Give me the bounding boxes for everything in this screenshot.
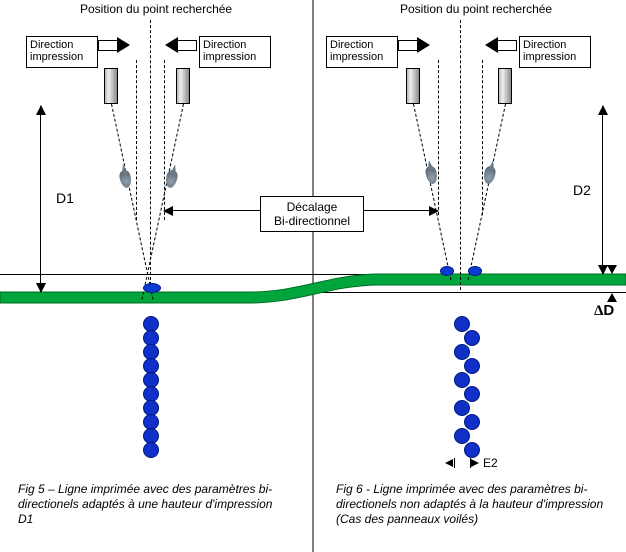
- caption-left: Fig 5 – Ligne imprimée avec des paramètr…: [18, 482, 288, 527]
- direction-label: Direction: [203, 39, 246, 51]
- direction-box-left-a: Direction impression: [26, 36, 98, 68]
- decalage-arrow-right: [362, 210, 438, 211]
- top-title-left: Position du point recherchée: [80, 2, 232, 16]
- direction-label: impression: [330, 51, 383, 63]
- arrow-left-icon: [163, 37, 197, 54]
- direction-box-left-b: Direction impression: [199, 36, 271, 68]
- decalage-box: Décalage Bi-directionnel: [260, 196, 364, 232]
- e2-arrow-icon: [445, 459, 453, 467]
- dimension-d2: [602, 106, 603, 274]
- guide-line: [136, 60, 137, 220]
- trajectory-line: [413, 104, 451, 280]
- printhead-icon: [176, 68, 190, 104]
- arrow-right-icon: [98, 37, 132, 54]
- baseline-right: [0, 274, 626, 275]
- printhead-icon: [104, 68, 118, 104]
- d1-label: D1: [56, 190, 74, 206]
- d2-label: D2: [573, 182, 591, 198]
- guide-line: [150, 20, 151, 290]
- direction-box-right-a: Direction impression: [326, 36, 398, 68]
- guide-line: [438, 60, 439, 215]
- printhead-icon: [498, 68, 512, 104]
- diagram-stage: Position du point recherchée Direction i…: [0, 0, 626, 552]
- droplet-icon: [424, 165, 439, 185]
- e2-tick: [454, 458, 455, 468]
- e2-label: E2: [483, 456, 498, 470]
- direction-label: impression: [30, 51, 83, 63]
- delta-d-arrow-icon: [607, 293, 617, 302]
- ink-splat: [468, 266, 482, 276]
- decalage-label: Décalage: [287, 200, 338, 214]
- dimension-d1: [40, 106, 41, 292]
- direction-box-right-b: Direction impression: [519, 36, 591, 68]
- direction-label: Direction: [30, 39, 73, 51]
- e2-arrow-icon: [471, 459, 479, 467]
- caption-right: Fig 6 - Ligne imprimée avec des paramètr…: [336, 482, 606, 527]
- droplet-icon: [482, 165, 497, 185]
- baseline-left: [0, 292, 626, 293]
- ink-splat: [143, 283, 161, 293]
- delta-d-label: ΔD: [594, 302, 614, 320]
- droplet-icon: [164, 169, 179, 189]
- trajectory-line: [468, 104, 506, 280]
- delta-d-arrow-icon: [607, 265, 617, 274]
- direction-label: Direction: [523, 39, 566, 51]
- arrow-right-icon: [398, 37, 432, 54]
- arrow-left-icon: [483, 37, 517, 54]
- ink-splat: [440, 266, 454, 276]
- guide-line: [460, 20, 461, 290]
- decalage-arrow-left: [164, 210, 260, 211]
- direction-label: impression: [203, 51, 256, 63]
- printhead-icon: [406, 68, 420, 104]
- direction-label: impression: [523, 51, 576, 63]
- top-title-right: Position du point recherchée: [400, 2, 552, 16]
- center-divider: [312, 0, 314, 552]
- guide-line: [482, 60, 483, 215]
- droplet-icon: [118, 169, 133, 189]
- direction-label: Direction: [330, 39, 373, 51]
- trajectory-line: [141, 104, 184, 300]
- decalage-label: Bi-directionnel: [274, 214, 350, 228]
